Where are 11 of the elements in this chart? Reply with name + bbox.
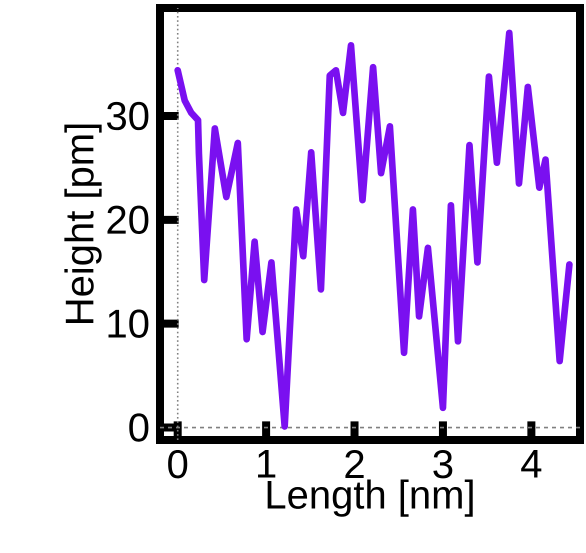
x-tick-label: 4 (521, 450, 542, 478)
x-axis-title: Length [nm] (268, 480, 473, 517)
y-tick-label: 30 (106, 102, 148, 130)
x-tick-label: 3 (433, 450, 452, 478)
x-tick-label: 2 (345, 450, 364, 478)
x-tick-label: 1 (258, 450, 276, 478)
y-tick-label: 0 (129, 413, 148, 442)
y-axis-title: Height [pm] (64, 124, 102, 323)
y-tick-label: 10 (108, 310, 148, 338)
y-tick-label: 20 (107, 206, 148, 234)
x-tick-label: 0 (168, 450, 188, 478)
